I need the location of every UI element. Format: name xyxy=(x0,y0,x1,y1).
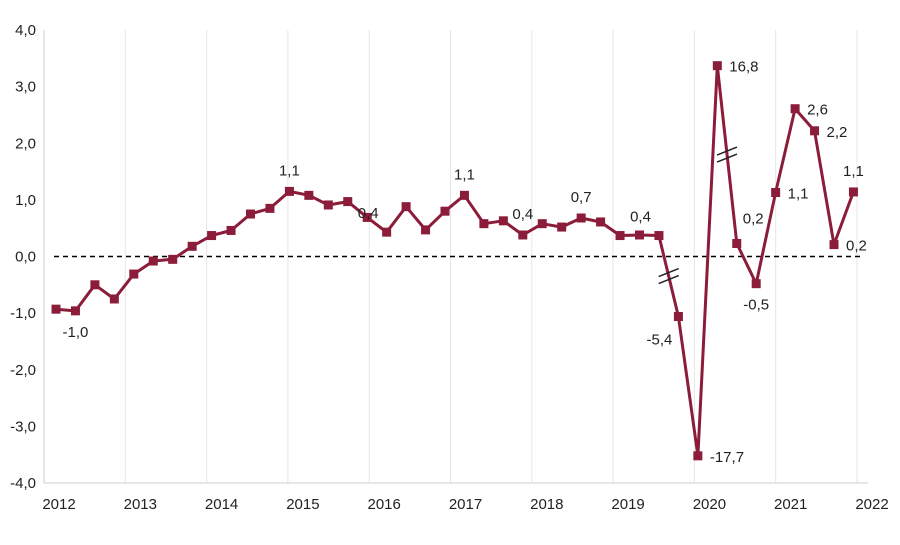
data-point xyxy=(732,238,742,248)
y-tick-label: 2,0 xyxy=(15,135,36,152)
data-point xyxy=(615,231,625,241)
axis-break xyxy=(658,267,679,285)
data-point xyxy=(810,126,820,136)
data-label: 16,8 xyxy=(729,59,758,76)
x-tick-label: 2018 xyxy=(530,496,563,513)
data-label: -0,5 xyxy=(743,297,769,314)
data-point xyxy=(382,227,392,237)
x-tick-label: 2017 xyxy=(449,496,482,513)
x-tick-label: 2022 xyxy=(855,496,888,513)
data-point xyxy=(226,225,236,235)
data-point xyxy=(635,230,644,240)
data-point xyxy=(498,216,508,226)
y-tick-label: 0,0 xyxy=(15,249,36,266)
data-label: 0,2 xyxy=(743,210,764,227)
data-label: 0,4 xyxy=(512,206,533,223)
data-point xyxy=(304,190,314,200)
x-tick-label: 2021 xyxy=(774,496,807,513)
data-point xyxy=(848,187,858,197)
data-label: 1,1 xyxy=(454,166,475,183)
data-point xyxy=(90,280,100,290)
data-point xyxy=(148,256,158,266)
data-label: 0,7 xyxy=(571,189,592,206)
x-tick-label: 2020 xyxy=(693,496,726,513)
data-point xyxy=(51,304,61,314)
y-tick-label: -2,0 xyxy=(10,362,36,379)
data-point xyxy=(168,254,178,264)
data-label: 0,4 xyxy=(630,209,651,226)
data-point xyxy=(401,202,411,212)
axis-break xyxy=(716,146,738,163)
data-point xyxy=(109,294,119,304)
y-tick-label: 1,0 xyxy=(15,192,36,209)
data-point xyxy=(459,190,469,200)
x-axis-tick-labels: 2012 2013 2014 2015 2016 2017 2018 2019 2020 2021… xyxy=(42,496,888,513)
data-label: 2,2 xyxy=(827,124,848,141)
data-label: -1,0 xyxy=(63,324,89,341)
data-point xyxy=(751,279,761,289)
data-point xyxy=(693,451,703,461)
data-point xyxy=(362,212,372,222)
x-tick-label: 2014 xyxy=(205,496,238,513)
data-point xyxy=(518,230,528,240)
x-tick-label: 2015 xyxy=(286,496,319,513)
data-label: 0,2 xyxy=(846,238,867,255)
data-point xyxy=(440,206,450,216)
data-point xyxy=(421,225,431,235)
y-tick-label: -1,0 xyxy=(10,305,36,322)
data-label: 2,6 xyxy=(807,102,828,119)
data-point xyxy=(537,219,547,229)
data-point xyxy=(70,306,80,316)
data-point xyxy=(265,203,275,213)
x-tick-label: 2013 xyxy=(124,496,157,513)
data-point xyxy=(829,240,839,250)
data-point xyxy=(673,312,683,322)
data-label: 0,4 xyxy=(358,205,379,222)
data-label: -17,7 xyxy=(710,449,744,466)
data-point xyxy=(576,213,586,223)
data-point xyxy=(654,231,664,241)
data-point xyxy=(187,241,197,251)
data-point xyxy=(596,217,606,227)
data-point xyxy=(790,104,800,114)
x-tick-label: 2012 xyxy=(42,496,75,513)
x-tick-label: 2016 xyxy=(368,496,401,513)
y-tick-label: -3,0 xyxy=(10,418,36,435)
x-tick-label: 2019 xyxy=(611,496,644,513)
data-point xyxy=(557,222,567,232)
data-point xyxy=(712,61,722,71)
y-tick-label: 4,0 xyxy=(15,22,36,39)
data-labels: -1,0 1,1 0,4 1,1 0,4 0,7 0,4 -5,4 -17,7 16,8 0,2 -0… xyxy=(63,59,867,466)
series-group xyxy=(51,61,858,461)
axis-break-markers xyxy=(658,146,738,285)
data-point xyxy=(343,197,353,207)
data-label: -5,4 xyxy=(647,332,673,349)
data-point xyxy=(284,186,294,196)
data-label: 1,1 xyxy=(279,162,300,179)
data-label: 1,1 xyxy=(843,163,864,180)
data-point xyxy=(129,269,139,279)
data-point xyxy=(207,231,217,241)
data-label: 1,1 xyxy=(788,186,809,203)
data-point xyxy=(771,188,781,198)
data-point xyxy=(479,219,489,229)
y-tick-label: 3,0 xyxy=(15,79,36,96)
data-point xyxy=(323,200,333,210)
data-point xyxy=(246,209,255,219)
y-axis-tick-labels: -4,0 -3,0 -2,0 -1,0 0,0 1,0 2,0 3,0 4,0 xyxy=(10,22,36,492)
y-tick-label: -4,0 xyxy=(10,475,36,492)
